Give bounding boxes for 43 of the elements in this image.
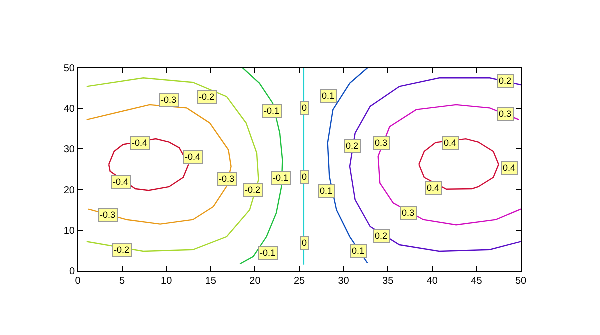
x-tick-label: 35 (382, 276, 394, 287)
annotation: 0.3 (375, 138, 388, 148)
x-tick-label: 10 (161, 276, 173, 287)
annotation: -0.4 (185, 152, 201, 162)
annotation: 0.2 (499, 76, 512, 86)
x-tick-label: 40 (426, 276, 438, 287)
annotation: 0 (302, 172, 308, 182)
annotation: 0 (302, 238, 308, 248)
annotation: -0.2 (245, 185, 261, 195)
y-tick-label: 40 (64, 104, 76, 116)
annotation: 0.1 (320, 186, 333, 196)
annotation: 0.1 (322, 91, 335, 101)
annotation: 0.3 (402, 208, 415, 218)
annotation: 0.3 (499, 109, 512, 119)
x-tick-label: 30 (338, 276, 350, 287)
y-tick-label: 30 (64, 144, 76, 156)
annotation: 0.2 (346, 141, 359, 151)
annotation: 0.2 (375, 231, 388, 241)
x-tick-label: 20 (250, 276, 262, 287)
annotation: -0.1 (260, 248, 276, 258)
y-tick-label: 10 (64, 226, 76, 237)
x-tick-label: 15 (205, 276, 217, 287)
annotation: 0.4 (427, 183, 440, 193)
x-tick-label: 45 (471, 276, 483, 287)
annotation: -0.3 (100, 210, 116, 220)
annotation: -0.2 (114, 245, 130, 255)
annotation: -0.4 (113, 177, 129, 187)
annotation: -0.3 (219, 174, 235, 184)
annotation: 0.4 (444, 138, 457, 148)
annotation: -0.3 (161, 95, 177, 105)
annotation: -0.2 (199, 92, 215, 102)
x-tick-label: 50 (515, 276, 527, 287)
x-tick-label: 5 (120, 276, 126, 287)
annotation: 0.4 (503, 163, 516, 173)
y-tick-label: 20 (64, 185, 76, 196)
y-tick-label: 50 (64, 64, 76, 74)
y-tick-label: 0 (69, 266, 76, 278)
annotation: 0 (302, 103, 308, 113)
x-tick-label: 25 (294, 276, 306, 287)
annotation: 0.1 (352, 246, 365, 256)
annotation: -0.1 (273, 173, 289, 183)
annotation: -0.1 (264, 106, 280, 116)
annotation: -0.4 (132, 138, 148, 148)
